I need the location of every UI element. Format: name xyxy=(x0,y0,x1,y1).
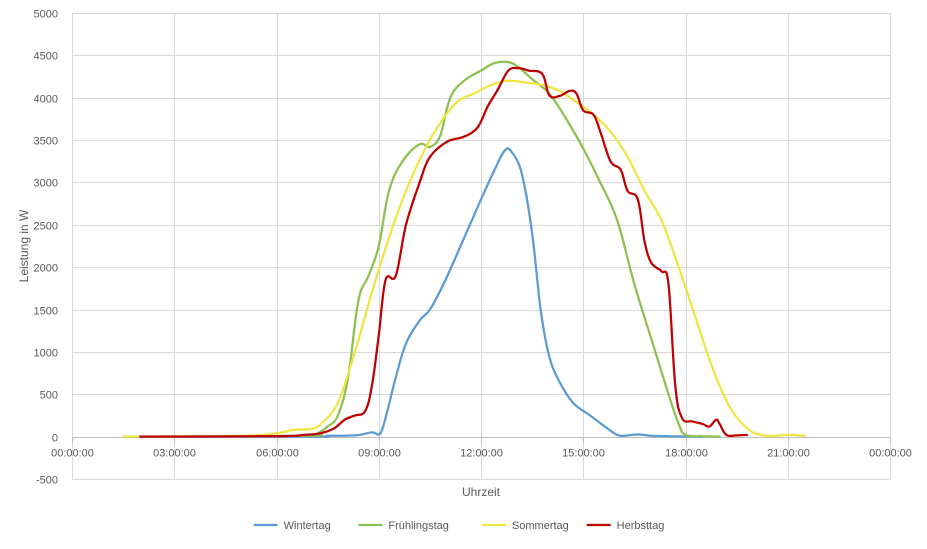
x-tick-label: 00:00:00 xyxy=(51,448,94,460)
legend-item: Herbsttag xyxy=(586,520,665,532)
legend: Wintertag Frühlingstag Sommertag Herbsttag xyxy=(253,520,665,532)
tick-labels: -500 0 500 1000 1500 2000 2500 3000 3500 4000 4500… xyxy=(34,9,912,487)
y-tick-label: 0 xyxy=(52,433,58,445)
series-lines xyxy=(121,60,806,438)
x-tick-label: 09:00:00 xyxy=(358,448,401,460)
legend-item: Sommertag xyxy=(481,520,569,532)
series-line-fr-hlingstag xyxy=(128,60,721,438)
x-tick-label: 06:00:00 xyxy=(256,448,299,460)
x-tick-label: 18:00:00 xyxy=(665,448,708,460)
x-tick-label: 21:00:00 xyxy=(767,448,810,460)
legend-item: Frühlingstag xyxy=(358,520,449,532)
series-line-sommertag xyxy=(121,79,806,438)
legend-label: Sommertag xyxy=(512,520,569,532)
legend-label: Wintertag xyxy=(284,520,331,532)
x-tick-label: 15:00:00 xyxy=(562,448,605,460)
y-tick-label: 2500 xyxy=(34,221,58,233)
y-axis-title: Leistung in W xyxy=(17,209,31,282)
y-tick-label: -500 xyxy=(36,475,58,487)
y-tick-label: 2000 xyxy=(34,263,58,275)
legend-label: Herbsttag xyxy=(617,520,665,532)
x-tick-label: 03:00:00 xyxy=(153,448,196,460)
x-axis-title: Uhrzeit xyxy=(462,485,501,499)
series-line-wintertag xyxy=(139,147,704,438)
series-line-herbsttag xyxy=(139,66,749,438)
y-tick-label: 4000 xyxy=(34,94,58,106)
y-tick-label: 3500 xyxy=(34,136,58,148)
y-tick-label: 1500 xyxy=(34,306,58,318)
x-tick-label: 00:00:00 xyxy=(869,448,912,460)
y-tick-label: 5000 xyxy=(34,9,58,21)
legend-item: Wintertag xyxy=(253,520,331,532)
x-tick-label: 12:00:00 xyxy=(460,448,503,460)
legend-label: Frühlingstag xyxy=(388,520,449,532)
y-tick-label: 1000 xyxy=(34,348,58,360)
y-tick-label: 4500 xyxy=(34,51,58,63)
y-tick-label: 500 xyxy=(40,390,58,402)
gridlines xyxy=(72,13,891,480)
y-tick-label: 3000 xyxy=(34,178,58,190)
